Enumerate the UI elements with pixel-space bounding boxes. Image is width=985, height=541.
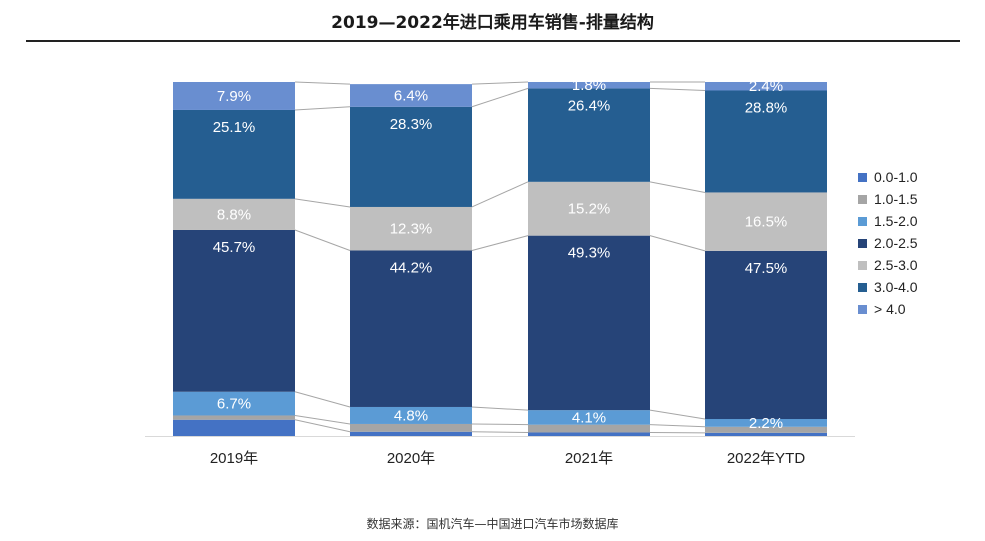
data-label: 12.3% bbox=[390, 221, 433, 238]
data-label: 25.1% bbox=[213, 119, 256, 136]
data-label: 28.8% bbox=[745, 99, 788, 116]
bar-segment-2.02.5-4 bbox=[705, 250, 827, 420]
legend-swatch bbox=[858, 238, 867, 248]
legend-label: 1.5-2.0 bbox=[874, 213, 918, 229]
series-connector-line bbox=[294, 198, 351, 208]
legend-swatch bbox=[858, 172, 867, 182]
data-label: 8.8% bbox=[217, 206, 251, 223]
legend-item: 1.0-1.5 bbox=[858, 188, 918, 210]
data-label: 28.3% bbox=[390, 116, 433, 133]
series-connector-line bbox=[471, 81, 529, 85]
data-label: 15.2% bbox=[568, 201, 611, 218]
series-connector-line bbox=[649, 87, 706, 91]
legend-item: 2.0-2.5 bbox=[858, 232, 918, 254]
legend-label: 3.0-4.0 bbox=[874, 279, 918, 295]
x-tick-label: 2021年 bbox=[565, 450, 613, 467]
bar-segment-2.02.5-3 bbox=[528, 235, 650, 411]
x-tick-label: 2020年 bbox=[387, 450, 435, 467]
bar-segment-2.53.0-2 bbox=[350, 206, 472, 251]
bar-segment-1.52.0-2 bbox=[350, 406, 472, 424]
series-connector-line bbox=[294, 414, 351, 425]
legend-swatch bbox=[858, 216, 867, 226]
data-label: 16.5% bbox=[745, 214, 788, 231]
bar-segment-3.04.0-2 bbox=[350, 106, 472, 207]
bar-segment-3.04.0-1 bbox=[173, 109, 295, 199]
legend-item: 3.0-4.0 bbox=[858, 276, 918, 298]
data-label: 2.2% bbox=[749, 415, 783, 432]
bar-segment-4.0-1 bbox=[173, 82, 295, 110]
bar-segment-4.0-4 bbox=[705, 82, 827, 91]
bar-segment-0.01.0-1 bbox=[173, 419, 295, 436]
series-connector-line bbox=[471, 431, 529, 433]
bar-segment-3.04.0-3 bbox=[528, 88, 650, 182]
bar-segment-1.52.0-1 bbox=[173, 391, 295, 416]
data-label: 7.9% bbox=[217, 88, 251, 105]
chart-title: 2019—2022年进口乘用车销售-排量结构 bbox=[331, 13, 654, 33]
bar-segment-4.0-2 bbox=[350, 84, 472, 107]
legend-swatch bbox=[858, 260, 867, 270]
bar-segment-1.01.5-2 bbox=[350, 423, 472, 432]
data-source: 数据来源：国机汽车—中国进口汽车市场数据库 bbox=[366, 517, 619, 531]
bar-segment-1.01.5-4 bbox=[705, 426, 827, 433]
bar-segment-1.52.0-4 bbox=[705, 419, 827, 427]
data-label: 2.4% bbox=[749, 78, 783, 95]
bar-segment-2.53.0-3 bbox=[528, 181, 650, 236]
legend-label: > 4.0 bbox=[874, 301, 906, 317]
bar-segment-0.01.0-4 bbox=[705, 432, 827, 436]
bar-segment-1.52.0-3 bbox=[528, 410, 650, 425]
series-connector-line bbox=[294, 391, 351, 408]
chart-legend: 0.0-1.0 1.0-1.5 1.5-2.0 2.0-2.5 2.5-3.0 3.0-4… bbox=[858, 166, 918, 320]
series-connector-line bbox=[471, 423, 529, 426]
series-connector-line bbox=[649, 181, 706, 193]
series-connector-line bbox=[471, 181, 529, 208]
bar-segment-3.04.0-4 bbox=[705, 90, 827, 193]
series-connector-line bbox=[471, 87, 529, 108]
series-connector-line bbox=[649, 235, 706, 252]
legend-label: 0.0-1.0 bbox=[874, 169, 918, 185]
bar-segment-2.53.0-1 bbox=[173, 198, 295, 230]
series-connector-line bbox=[471, 235, 529, 251]
bar-segment-1.01.5-3 bbox=[528, 424, 650, 433]
legend-swatch bbox=[858, 194, 867, 204]
series-connector-line bbox=[294, 81, 351, 85]
data-label: 6.7% bbox=[217, 396, 251, 413]
legend-label: 1.0-1.5 bbox=[874, 191, 918, 207]
legend-item: 0.0-1.0 bbox=[858, 166, 918, 188]
data-label: 26.4% bbox=[568, 97, 611, 114]
x-tick-label: 2022年YTD bbox=[727, 450, 806, 467]
legend-item: 1.5-2.0 bbox=[858, 210, 918, 232]
series-connector-line bbox=[471, 406, 529, 411]
bar-segment-0.01.0-2 bbox=[350, 431, 472, 436]
series-connector-line bbox=[649, 424, 706, 428]
data-label: 1.8% bbox=[572, 77, 606, 94]
data-label: 47.5% bbox=[745, 260, 788, 277]
bar-segment-0.01.0-3 bbox=[528, 432, 650, 436]
x-tick-label: 2019年 bbox=[210, 450, 258, 467]
series-connector-line bbox=[294, 419, 351, 433]
data-label: 6.4% bbox=[394, 87, 428, 104]
data-label: 49.3% bbox=[568, 245, 611, 262]
series-connector-line bbox=[294, 229, 351, 251]
bar-segment-2.53.0-4 bbox=[705, 192, 827, 251]
data-label: 4.1% bbox=[572, 409, 606, 426]
data-label: 45.7% bbox=[213, 239, 256, 256]
bar-segment-1.01.5-1 bbox=[173, 415, 295, 420]
bar-segment-2.02.5-1 bbox=[173, 229, 295, 392]
legend-label: 2.5-3.0 bbox=[874, 257, 918, 273]
legend-swatch bbox=[858, 304, 867, 314]
title-underline bbox=[26, 40, 960, 42]
legend-item: 2.5-3.0 bbox=[858, 254, 918, 276]
bar-segment-2.02.5-2 bbox=[350, 250, 472, 407]
data-label: 44.2% bbox=[390, 260, 433, 277]
data-label: 4.8% bbox=[394, 407, 428, 424]
bar-segment-4.0-3 bbox=[528, 82, 650, 89]
series-connector-line bbox=[294, 106, 351, 111]
legend-label: 2.0-2.5 bbox=[874, 235, 918, 251]
series-connector-line bbox=[649, 409, 706, 420]
legend-item: > 4.0 bbox=[858, 298, 918, 320]
legend-swatch bbox=[858, 282, 867, 292]
